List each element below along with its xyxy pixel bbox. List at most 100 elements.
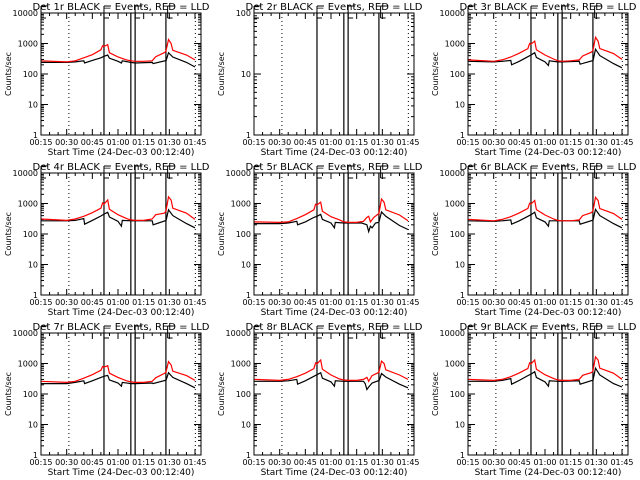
series-events-line [468,366,623,388]
marker-F [530,5,538,19]
x-tick-label: 00:15 [29,138,52,147]
marker-F [134,325,143,339]
chart-title: Det 9r BLACK = Events, RED = LLD [460,322,637,333]
plot-frame [40,12,202,136]
series-lld-line [253,197,409,224]
panel-det9r: Det 9r BLACK = Events, RED = LLD 1 10 100 10… [431,322,637,478]
y-tick-label: 1 [246,451,251,460]
y-tick-label: 1 [246,131,251,140]
x-tick-label: 01:00 [533,298,556,307]
x-axis-label: Start Time (24-Dec-03 00:12:40) [261,468,408,478]
plot-frame [467,332,629,456]
y-tick-label: 10 [455,421,465,430]
x-tick-label: 01:30 [585,298,608,307]
chart-title: Det 5r BLACK = Events, RED = LLD [246,162,423,173]
series-lld-line [40,37,196,63]
y-tick-label: 1000 [18,200,38,209]
plot-frame [40,172,202,296]
panel-det1r: Det 1r BLACK = Events, RED = LLD 1 10 100 10… [4,2,210,158]
x-tick-label: 01:45 [183,138,206,147]
series-lld-line [467,35,623,62]
y-tick-label: 10 [28,261,38,270]
marker-F [316,5,324,19]
y-tick-label: 1 [246,291,251,300]
y-tick-label: 1000 [231,360,251,369]
marker-F [347,325,356,339]
y-tick-label: 1 [33,451,38,460]
x-tick-label: 00:15 [456,458,479,467]
x-tick-label: 01:30 [158,138,181,147]
panel-det7r: Det 7r BLACK = Events, RED = LLD 1 10 100 10… [4,322,210,478]
x-tick-label: 01:30 [371,138,394,147]
x-tick-label: 00:45 [294,138,317,147]
marker-F [316,325,324,339]
x-axis-label: Start Time (24-Dec-03 00:12:40) [261,148,408,158]
x-tick-label: 01:15 [132,138,155,147]
y-axis-label: Counts/sec [4,372,13,416]
x-axis-label: Start Time (24-Dec-03 00:12:40) [48,468,195,478]
x-tick-label: 01:30 [585,138,608,147]
x-tick-label: 01:30 [371,458,394,467]
x-tick-label: 01:45 [610,458,633,467]
marker-F [561,325,570,339]
panel-det5r: Det 5r BLACK = Events, RED = LLD 1 10 100 10… [217,162,423,318]
y-tick-label: 10 [28,421,38,430]
series-events-line [254,371,409,391]
series-events-line [41,371,196,389]
y-tick-label: 100 [450,390,465,399]
y-tick-label: 100 [23,390,38,399]
panel-det6r: Det 6r BLACK = Events, RED = LLD 1 10 100 10… [431,162,637,318]
x-tick-label: 00:30 [482,138,505,147]
x-tick-label: 00:15 [242,458,265,467]
plot-frame [253,172,415,296]
y-tick-label: 10000 [440,9,465,18]
y-axis-label: Counts/sec [217,212,226,256]
x-tick-label: 01:30 [158,298,181,307]
x-tick-label: 00:30 [268,458,291,467]
series-lld-line [467,195,623,222]
y-tick-label: 1000 [445,40,465,49]
plot-frame [467,12,629,136]
x-tick-label: 00:30 [55,298,78,307]
x-tick-label: 00:15 [242,298,265,307]
y-tick-label: 10 [241,70,251,79]
marker-F [134,165,143,179]
marker-F [530,165,538,179]
x-tick-label: 01:00 [319,458,342,467]
x-tick-label: 01:00 [106,138,129,147]
y-tick-label: 10000 [13,329,38,338]
x-tick-label: 00:15 [242,138,265,147]
y-axis-label: Counts/sec [4,212,13,256]
y-tick-label: 1 [33,131,38,140]
panel-det4r: Det 4r BLACK = Events, RED = LLD 1 10 100 10… [4,162,210,318]
x-tick-label: 01:15 [559,138,582,147]
series-lld-line [40,360,196,384]
x-tick-label: 00:45 [81,458,104,467]
y-axis-label: Counts/sec [431,372,440,416]
x-tick-label: 00:30 [55,458,78,467]
y-tick-label: 10 [28,101,38,110]
x-tick-label: 00:30 [268,138,291,147]
y-axis-label: Counts/sec [217,372,226,416]
x-axis-label: Start Time (24-Dec-03 00:12:40) [48,148,195,158]
plot-frame [40,332,202,456]
y-axis-label: Counts/sec [4,52,13,96]
x-tick-label: 00:30 [268,298,291,307]
chart-title: Det 2r BLACK = Events, RED = LLD [246,2,423,13]
marker-F [316,165,324,179]
marker-F [103,5,111,19]
x-tick-label: 01:30 [585,458,608,467]
x-tick-label: 01:00 [533,138,556,147]
x-tick-label: 01:00 [106,458,129,467]
x-tick-label: 01:15 [132,458,155,467]
x-tick-label: 00:45 [508,298,531,307]
chart-title: Det 7r BLACK = Events, RED = LLD [33,322,210,333]
x-tick-label: 01:00 [106,298,129,307]
x-tick-label: 00:30 [482,298,505,307]
y-tick-label: 10000 [13,9,38,18]
y-tick-label: 10 [241,421,251,430]
x-tick-label: 01:45 [610,138,633,147]
x-tick-label: 01:15 [559,458,582,467]
x-tick-label: 00:45 [81,138,104,147]
